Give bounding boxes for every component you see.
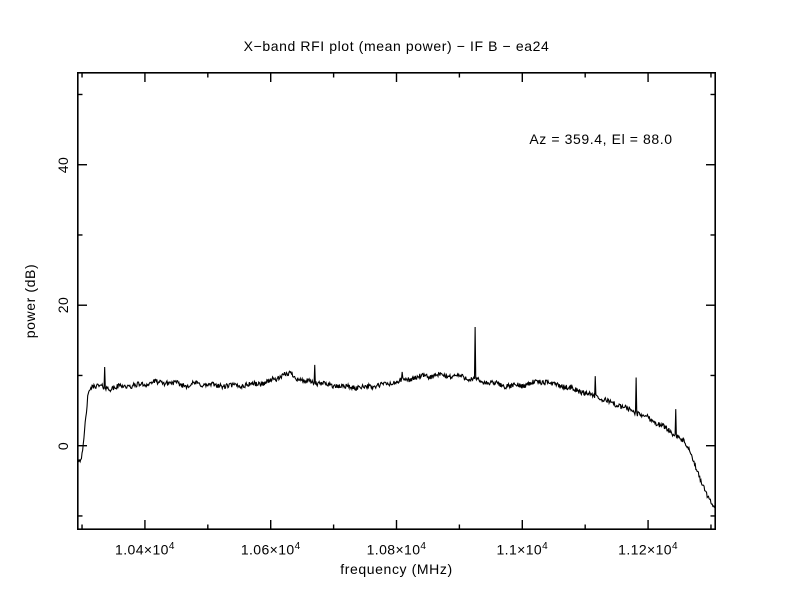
y-tick-label: 0 xyxy=(55,441,71,450)
annotation-az-el: Az = 359.4, El = 88.0 xyxy=(529,131,673,147)
x-tick-label: 1.06×104 xyxy=(240,541,301,558)
plot-area xyxy=(76,72,717,530)
plot-title: X−band RFI plot (mean power) − IF B − ea… xyxy=(243,38,550,54)
x-tick-label: 1.1×104 xyxy=(496,541,549,558)
x-tick-label: 1.04×104 xyxy=(115,541,175,558)
y-tick-label: 40 xyxy=(55,156,71,173)
plot-canvas xyxy=(76,72,717,530)
x-tick-label: 1.12×104 xyxy=(618,541,678,558)
plot-frame xyxy=(77,72,717,530)
spectrum-trace xyxy=(76,326,717,509)
x-tick-label: 1.08×104 xyxy=(366,541,427,558)
y-axis-label: power (dB) xyxy=(22,263,38,339)
y-tick-label: 20 xyxy=(55,297,71,314)
x-axis-label: frequency (MHz) xyxy=(340,561,453,577)
